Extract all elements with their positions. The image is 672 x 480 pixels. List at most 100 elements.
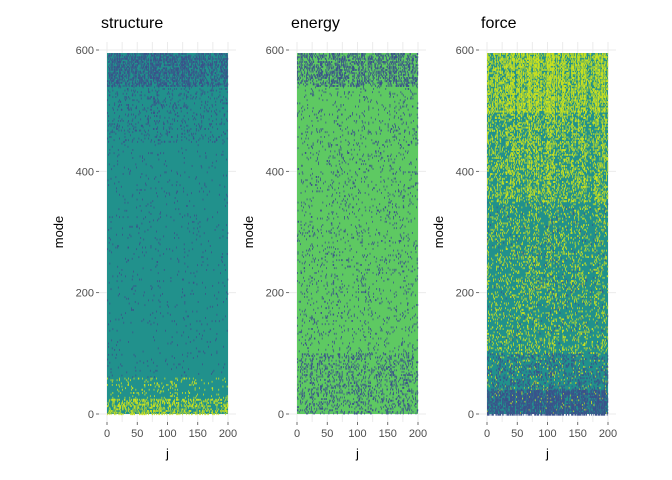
heatmap-cell: [110, 320, 111, 323]
heatmap-cell: [137, 410, 139, 412]
heatmap-cell: [192, 75, 194, 78]
heatmap-cell: [349, 67, 351, 70]
heatmap-cell: [174, 77, 176, 79]
heatmap-cell: [122, 408, 123, 411]
heatmap-cell: [374, 65, 376, 68]
heatmap-cell: [169, 67, 171, 70]
heatmap-cell: [196, 408, 198, 411]
heatmap-cell: [172, 108, 174, 111]
heatmap-cell: [150, 83, 152, 86]
heatmap-cell: [367, 77, 369, 79]
heatmap-cell: [299, 62, 301, 65]
heatmap-cell: [171, 83, 173, 86]
heatmap-cell: [205, 69, 206, 71]
heatmap-cell: [298, 65, 300, 68]
heatmap-cell: [204, 69, 206, 71]
heatmap-cell: [353, 53, 355, 55]
heatmap-cell: [170, 69, 172, 71]
heatmap-cell: [131, 288, 132, 291]
heatmap-cell: [148, 77, 149, 79]
heatmap-cell: [115, 405, 117, 408]
heatmap-cell: [309, 67, 310, 70]
heatmap-cell: [324, 73, 326, 76]
heatmap-cell: [127, 121, 129, 124]
heatmap-cell: [179, 85, 181, 87]
heatmap-cell: [362, 54, 364, 57]
heatmap-cell: [413, 70, 415, 73]
heatmap-cell: [352, 78, 353, 81]
heatmap-cell: [341, 69, 343, 71]
heatmap-cell: [316, 69, 318, 71]
x-tick-label: 0: [104, 428, 110, 440]
heatmap-cell: [132, 99, 134, 102]
heatmap-cell: [139, 85, 140, 87]
heatmap-cell: [203, 400, 204, 403]
heatmap-cell: [309, 59, 310, 62]
heatmap-cell: [191, 86, 192, 89]
heatmap-cell: [110, 411, 111, 414]
heatmap-cell: [135, 406, 137, 409]
heatmap-cell: [184, 67, 186, 70]
heatmap-cell: [165, 53, 167, 55]
heatmap-cell: [185, 149, 187, 151]
heatmap-cell: [218, 136, 220, 138]
heatmap-cell: [135, 398, 137, 401]
heatmap-cell: [191, 62, 192, 65]
heatmap-cell: [148, 53, 149, 55]
heatmap-cell: [396, 56, 398, 59]
heatmap-cell: [391, 54, 393, 57]
heatmap-cell: [182, 413, 183, 416]
heatmap-cell: [218, 54, 220, 57]
heatmap-cell: [321, 64, 322, 67]
heatmap-cell: [108, 85, 110, 87]
heatmap-cell: [226, 102, 228, 105]
heatmap-cell: [153, 400, 155, 403]
heatmap-cell: [390, 65, 392, 68]
heatmap-cell: [119, 73, 121, 76]
heatmap-cell: [221, 134, 223, 137]
heatmap-cell: [122, 73, 123, 76]
heatmap-cell: [162, 398, 164, 401]
heatmap-cell: [339, 70, 341, 73]
heatmap-cell: [166, 53, 168, 55]
heatmap-cell: [186, 193, 188, 196]
heatmap-cell: [345, 69, 347, 71]
heatmap-cell: [185, 83, 186, 86]
heatmap-cell: [148, 120, 149, 122]
heatmap-cell: [204, 72, 206, 75]
heatmap-cell: [111, 77, 113, 79]
heatmap-cell: [388, 70, 390, 73]
heatmap-cell: [167, 85, 169, 87]
heatmap-cell: [204, 128, 206, 130]
heatmap-cell: [183, 398, 185, 401]
heatmap-cell: [212, 411, 214, 414]
heatmap-cell: [161, 141, 163, 143]
heatmap-cell: [161, 105, 163, 108]
heatmap-cell: [177, 344, 178, 347]
heatmap-cell: [151, 105, 152, 108]
heatmap-cell: [227, 403, 229, 406]
heatmap-cell: [326, 64, 328, 67]
heatmap-cell: [188, 56, 189, 59]
heatmap-cell: [401, 53, 403, 55]
heatmap-cell: [218, 291, 220, 294]
heatmap-cell: [132, 395, 134, 398]
heatmap-cell: [409, 67, 411, 70]
heatmap-cell: [191, 65, 192, 68]
heatmap-cell: [142, 400, 143, 403]
heatmap-cell: [176, 69, 178, 71]
heatmap-cell: [152, 73, 154, 76]
heatmap-cell: [223, 113, 225, 116]
heatmap-cell: [213, 400, 215, 403]
heatmap-cell: [131, 385, 132, 388]
heatmap-cell: [319, 78, 321, 81]
heatmap-cell: [137, 408, 139, 411]
heatmap-cell: [180, 107, 181, 110]
heatmap-cell: [186, 315, 188, 318]
heatmap-cell: [370, 73, 371, 76]
heatmap-cell: [207, 217, 209, 220]
heatmap-cell: [307, 62, 309, 65]
heatmap-cell: [327, 73, 329, 76]
heatmap-cell: [183, 115, 185, 118]
heatmap-cell: [110, 368, 112, 371]
